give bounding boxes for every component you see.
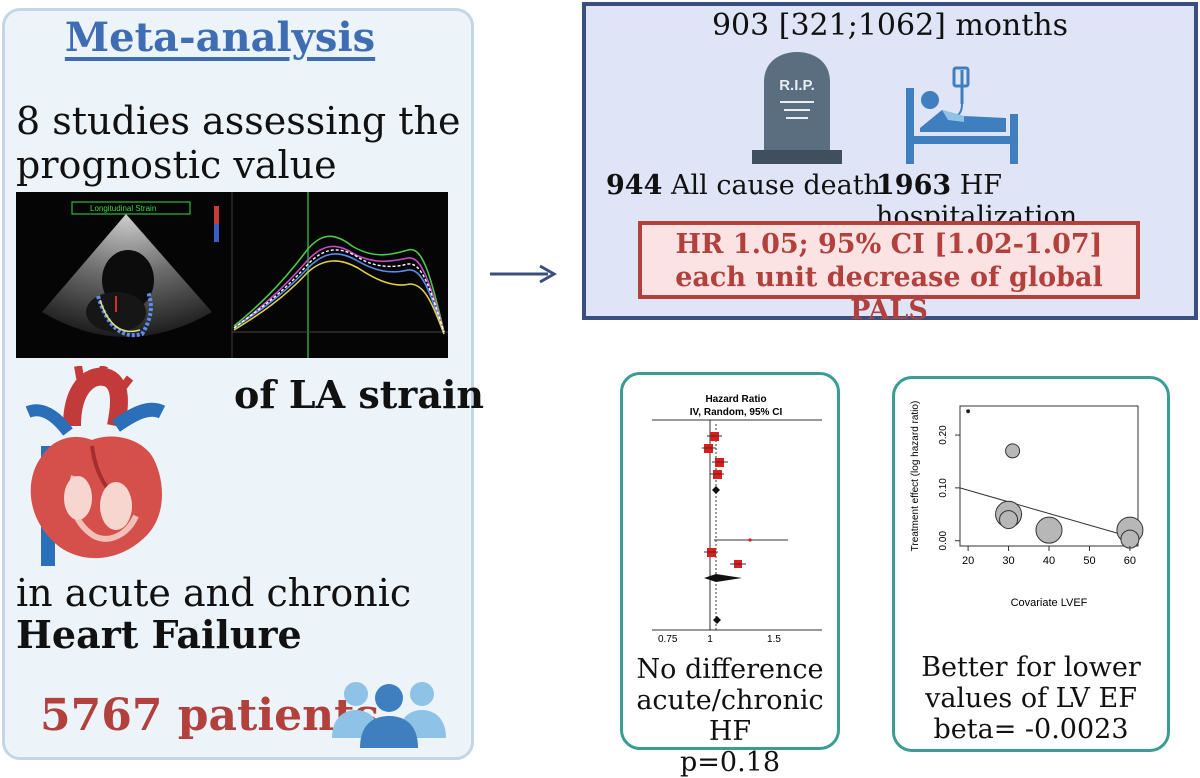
scatter-point-6 (966, 409, 971, 414)
forest-caption-1: No difference (636, 654, 824, 685)
hazard-ratio-box: HR 1.05; 95% CI [1.02-1.07] each unit de… (638, 221, 1140, 326)
scatter-point-5 (1120, 529, 1140, 549)
tombstone-icon: R.I.P. (752, 52, 842, 166)
y-tick-label-0.20: 0.20 (938, 425, 949, 445)
forest-tick-075: 0.75 (658, 634, 678, 645)
x-axis-label: Covariate LVEF (1011, 597, 1088, 609)
studies-text: 8 studies assessing the (16, 99, 461, 143)
heart-icon (12, 364, 172, 576)
y-axis-label: Treatment effect (log hazard ratio) (910, 401, 921, 552)
death-label: All cause death (670, 170, 881, 201)
forest-caption-3: p=0.18 (679, 747, 781, 778)
rip-text: R.I.P. (779, 77, 815, 94)
la-strain-text: of LA strain (234, 372, 485, 417)
y-tick-label-0.10: 0.10 (938, 478, 949, 498)
forest-tick-1: 1 (707, 634, 713, 645)
hospitalization-count: 1963 (876, 170, 952, 201)
heart-failure-text: Heart Failure (16, 612, 302, 657)
x-tick-label-60: 60 (1124, 555, 1136, 567)
x-tick-label-40: 40 (1043, 555, 1055, 567)
subgroup-diamond (704, 574, 742, 582)
forest-plot-card (620, 372, 840, 750)
followup-text: 903 [321;1062] months (711, 8, 1069, 43)
flow-arrow-icon (488, 262, 560, 286)
hospital-bed-icon (902, 64, 1022, 166)
scatter-point-3 (1035, 516, 1063, 544)
overall-diamond (713, 616, 721, 624)
echocardiography-image: Longitudinal Strain (16, 192, 448, 358)
echo-label: Longitudinal Strain (90, 204, 156, 213)
forest-caption-2: acute/chronic HF (636, 685, 824, 747)
patients-count: 5767 patients (40, 690, 380, 741)
prognostic-text: prognostic value (16, 143, 337, 187)
hazard-ratio-line1: HR 1.05; 95% CI [1.02-1.07] (675, 229, 1103, 260)
people-icon (330, 676, 448, 748)
study-marker (748, 538, 752, 542)
death-outcome: 944 All cause death (606, 170, 881, 201)
hospitalization-outcome: 1963 HF hospitalization (876, 170, 1200, 232)
regression-caption-3: beta= -0.0023 (933, 714, 1129, 745)
acute-chronic-text: in acute and chronic (16, 571, 412, 615)
forest-header-2: IV, Random, 95% CI (690, 407, 783, 418)
x-tick-label-20: 20 (962, 555, 974, 567)
regression-line (959, 487, 1139, 540)
meta-analysis-title: Meta-analysis (64, 14, 376, 61)
forest-caption: No difference acute/chronic HF p=0.18 (620, 654, 840, 778)
forest-tick-15: 1.5 (767, 634, 781, 645)
regression-caption-2: values of LV EF (925, 683, 1137, 714)
subgroup-diamond (712, 486, 720, 494)
forest-plot: Hazard Ratio IV, Random, 95% CI 0.75 1 1… (652, 384, 822, 646)
scatter-point-2 (999, 510, 1019, 530)
death-count: 944 (606, 170, 663, 201)
hazard-ratio-line2: each unit decrease of global PALS (675, 262, 1103, 326)
x-tick-label-30: 30 (1002, 555, 1014, 567)
y-tick-label-0.00: 0.00 (938, 531, 949, 551)
meta-regression-chart: 20 30 40 50 60 0.00 0.10 0.20 Covariate LVEF T… (900, 384, 1166, 614)
meta-regression-card (892, 376, 1170, 752)
x-tick-label-50: 50 (1083, 555, 1095, 567)
scatter-point-0 (1005, 443, 1021, 459)
regression-caption: Better for lower values of LV EF beta= -… (892, 652, 1170, 745)
forest-header-1: Hazard Ratio (705, 394, 766, 405)
regression-caption-1: Better for lower (921, 652, 1141, 683)
